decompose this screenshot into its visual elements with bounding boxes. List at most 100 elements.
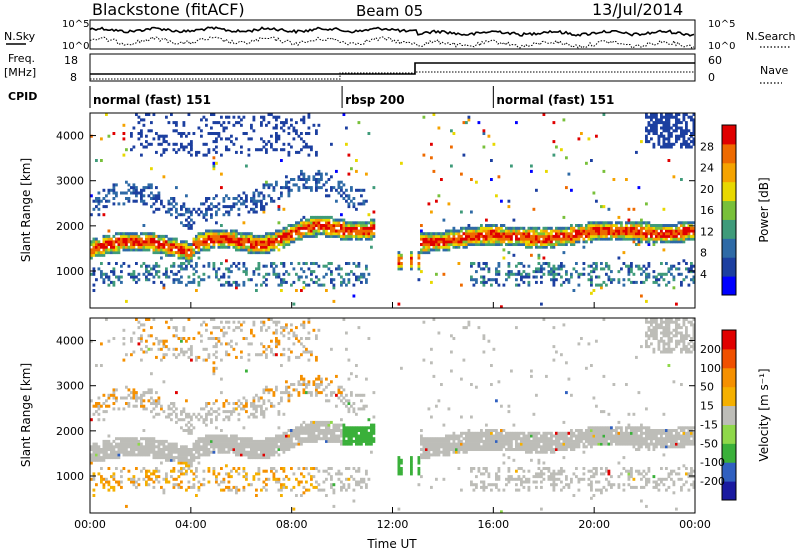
- velocity-cell: [145, 472, 148, 476]
- velocity-cell: [177, 485, 181, 489]
- power-cell: [167, 202, 171, 206]
- power-cell: [272, 186, 276, 190]
- power-cell: [547, 272, 551, 276]
- power-cell: [257, 194, 261, 198]
- power-cell: [545, 234, 548, 238]
- power-cell: [682, 234, 686, 238]
- velocity-cell: [227, 402, 231, 406]
- power-cell: [132, 191, 136, 195]
- power-cell: [582, 226, 586, 230]
- velocity-cell: [130, 445, 133, 449]
- power-cell: [117, 278, 121, 282]
- power-cell: [645, 299, 648, 303]
- power-cell: [187, 280, 191, 284]
- power-cell: [520, 232, 523, 236]
- power-cell: [307, 232, 311, 236]
- power-cell: [280, 278, 283, 282]
- power-cell: [680, 234, 683, 238]
- power-cell: [165, 115, 168, 119]
- power-cell: [645, 202, 648, 206]
- velocity-cell: [95, 458, 98, 462]
- power-cell: [137, 121, 141, 125]
- velocity-cell: [235, 485, 238, 489]
- velocity-cell: [95, 404, 98, 408]
- power-cell: [515, 234, 518, 238]
- power-cell: [647, 240, 651, 244]
- velocity-cell: [135, 485, 138, 489]
- power-cell: [132, 234, 136, 238]
- velocity-cell: [187, 318, 191, 322]
- velocity-cell: [210, 442, 213, 446]
- power-cell: [197, 256, 201, 260]
- power-cell: [177, 213, 181, 217]
- velocity-cell: [110, 475, 113, 479]
- velocity-cell: [307, 318, 311, 322]
- velocity-cell: [160, 453, 163, 457]
- velocity-cell: [157, 453, 161, 457]
- velocity-cell: [232, 448, 236, 452]
- power-cell: [117, 240, 121, 244]
- power-cell: [187, 221, 191, 225]
- power-cell: [112, 197, 116, 201]
- power-cell: [100, 159, 103, 163]
- power-cell: [477, 262, 481, 266]
- power-cell: [345, 224, 348, 228]
- velocity-cell: [437, 437, 441, 441]
- power-cell: [615, 221, 618, 225]
- velocity-cell: [305, 383, 308, 387]
- velocity-cell: [367, 431, 371, 435]
- power-cell: [332, 186, 336, 190]
- velocity-cell: [215, 342, 218, 346]
- power-cell: [647, 264, 651, 268]
- noise-right-tick-top: 10^5: [708, 19, 735, 30]
- power-cell: [307, 226, 311, 230]
- velocity-cell: [185, 461, 188, 465]
- power-cell: [692, 137, 696, 141]
- power-cell: [180, 262, 183, 266]
- power-cell: [112, 267, 116, 271]
- power-cell: [320, 283, 323, 287]
- power-cell: [125, 148, 128, 152]
- power-cell: [177, 278, 181, 282]
- velocity-cell: [465, 442, 468, 446]
- power-cell: [150, 186, 153, 190]
- power-cell: [580, 272, 583, 276]
- power-cell: [627, 278, 631, 282]
- velocity-cell: [92, 472, 96, 476]
- power-cell: [210, 202, 213, 206]
- power-cell: [542, 272, 546, 276]
- power-cell: [142, 188, 146, 192]
- power-cell: [172, 148, 176, 152]
- power-cell: [497, 232, 501, 236]
- power-cell: [610, 280, 613, 284]
- power-cell: [360, 224, 363, 228]
- velocity-cell: [172, 404, 176, 408]
- power-cell: [692, 221, 696, 225]
- power-cell: [122, 202, 126, 206]
- power-cell: [667, 118, 671, 122]
- velocity-cell: [232, 320, 236, 324]
- velocity-cell: [282, 469, 286, 473]
- velocity-cell: [327, 467, 331, 471]
- velocity-cell: [235, 445, 238, 449]
- power-cell: [220, 123, 223, 127]
- power-cell: [660, 237, 663, 241]
- power-cell: [157, 237, 161, 241]
- velocity-cell: [255, 442, 258, 446]
- power-cell: [420, 229, 423, 233]
- power-cell: [182, 132, 186, 136]
- power-cell: [315, 132, 318, 136]
- power-cell: [675, 126, 678, 130]
- velocity-cell: [317, 483, 321, 487]
- velocity-cell: [200, 339, 203, 343]
- velocity-cell: [102, 483, 106, 487]
- power-cell: [142, 248, 146, 252]
- velocity-cell: [217, 442, 221, 446]
- velocity-cell: [140, 399, 143, 403]
- velocity-cell: [450, 369, 453, 373]
- velocity-cell: [175, 412, 178, 416]
- power-cell: [282, 272, 286, 276]
- velocity-cell: [255, 353, 258, 357]
- power-cell: [285, 180, 288, 184]
- power-cell: [462, 245, 466, 249]
